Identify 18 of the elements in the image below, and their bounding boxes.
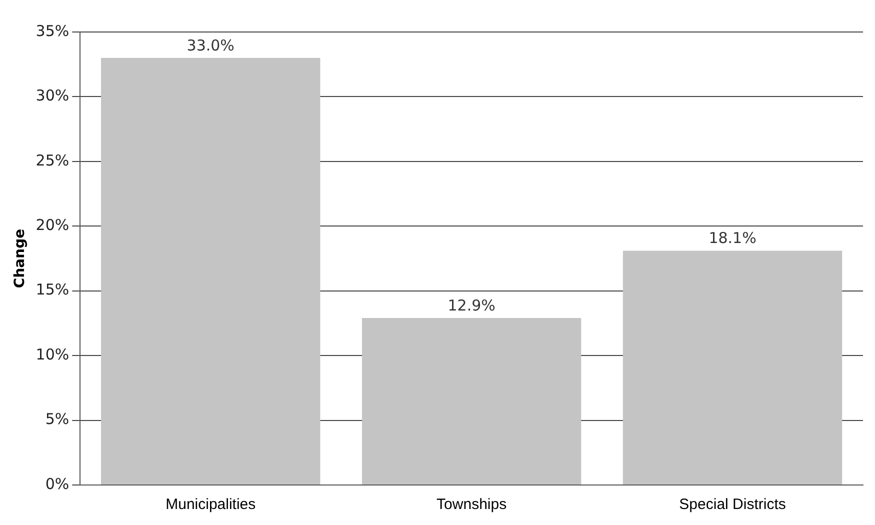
y-tick-label: 30% bbox=[36, 86, 70, 105]
data-label: 12.9% bbox=[448, 296, 496, 314]
y-tick-label: 20% bbox=[36, 216, 70, 234]
bar bbox=[101, 58, 320, 484]
y-tick-label: 15% bbox=[36, 280, 70, 299]
x-tick-label: Municipalities bbox=[166, 496, 256, 514]
data-label: 18.1% bbox=[708, 229, 756, 248]
data-label: 33.0% bbox=[186, 36, 234, 54]
y-tick-label: 0% bbox=[45, 474, 70, 493]
y-tick-label: 10% bbox=[36, 345, 70, 364]
y-axis-title: Change bbox=[12, 228, 28, 288]
y-tick-label: 5% bbox=[45, 410, 70, 428]
bar bbox=[362, 318, 582, 484]
y-tick-label: 25% bbox=[36, 151, 70, 170]
x-tick-label: Special Districts bbox=[679, 496, 786, 514]
bar bbox=[622, 250, 842, 484]
y-tick-label: 35% bbox=[36, 22, 70, 40]
x-tick-label: Townships bbox=[436, 496, 507, 514]
